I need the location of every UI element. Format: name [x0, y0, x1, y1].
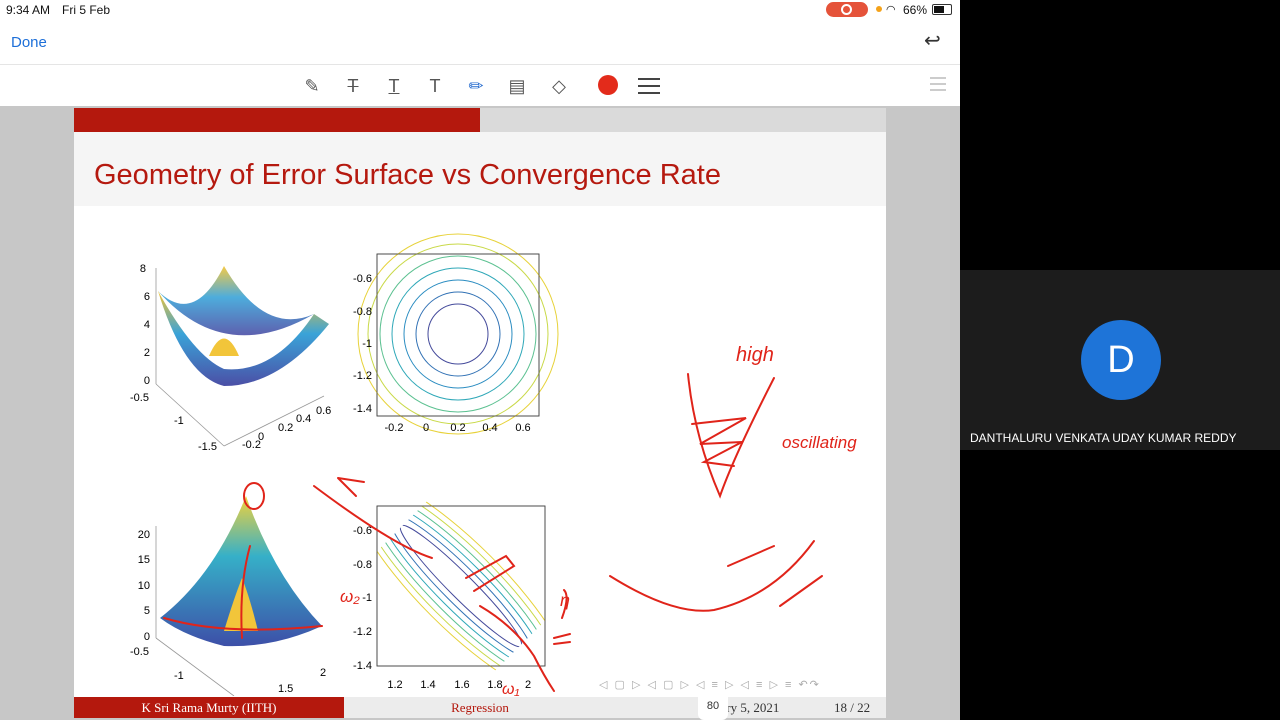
text-tool-icon[interactable]: T [429, 76, 441, 96]
pencil-tool-icon[interactable]: ✎ [304, 76, 320, 96]
slide-progress-track [74, 108, 886, 132]
plot2-contour-y-tick: -1 [362, 592, 372, 604]
done-button[interactable]: Done [11, 34, 47, 51]
plot1-x-tick: -1.5 [198, 441, 217, 453]
plot2-contour-y-tick: -0.8 [353, 559, 372, 571]
participant-avatar: D [1081, 320, 1161, 400]
plot2-contour-y-tick: -1.4 [353, 660, 372, 672]
plot2-contour-x-tick: 1.6 [454, 679, 469, 691]
participant-name: DANTHALURU VENKATA UDAY KUMAR REDDY [970, 431, 1237, 445]
plot1-contour-x-tick: 0.4 [482, 422, 497, 434]
slide: Geometry of Error Surface vs Convergence… [74, 108, 886, 718]
color-picker-button[interactable] [598, 75, 618, 95]
markup-toolbar: ✎ T T T ✏ ▤ ◇ [0, 64, 960, 107]
plot1-contour-y-tick: -0.8 [353, 306, 372, 318]
plot2-contour-x-tick: 1.4 [420, 679, 435, 691]
plot1-z-tick: 4 [144, 319, 150, 331]
plot2-contour-y-tick: -1.2 [353, 626, 372, 638]
annotation-eta: η [560, 590, 570, 610]
footer-date: uary 5, 2021 [714, 700, 780, 715]
slide-figures: 8 6 4 2 0 -0.5 -1 -1.5 -0.2 0 0.2 0.4 0.… [130, 233, 857, 696]
slide-progress-fill [74, 108, 480, 132]
plot1-y-tick: 0.2 [278, 422, 293, 434]
plot1-x-tick: -1 [174, 415, 184, 427]
text-strike-tool-icon[interactable]: T [347, 76, 359, 96]
plot2-contour-x-tick: 2 [525, 679, 531, 691]
wifi-icon: ◠ [886, 4, 896, 16]
footer-page: 18 / 22 [834, 700, 871, 715]
plot2-z-tick: 20 [138, 529, 150, 541]
status-bar: 9:34 AM Fri 5 Feb ◠ 66% [0, 0, 960, 20]
footer-topic: Regression [451, 700, 509, 715]
screen-recording-icon[interactable] [826, 2, 868, 17]
plot2-contour-x-tick: 1.8 [487, 679, 502, 691]
plot2-contour-y-tick: -0.6 [353, 525, 372, 537]
annotation-oscillating: oscillating [782, 433, 857, 452]
status-time: 9:34 AM [6, 3, 51, 17]
mic-indicator-icon [876, 6, 882, 12]
annotation-w2: ω₂ [340, 587, 360, 606]
annotation-high: high [736, 344, 774, 366]
battery-icon [932, 4, 952, 15]
plot2-y-tick: 2 [320, 667, 326, 679]
plot1-z-tick: 2 [144, 347, 150, 359]
plot1-contour-x-tick: 0.6 [515, 422, 530, 434]
plot1-3d-surface [155, 266, 329, 447]
slide-title: Geometry of Error Surface vs Convergence… [94, 159, 721, 191]
plot2-z-tick: 0 [144, 631, 150, 643]
pen-tool-icon[interactable]: ✏ [468, 76, 484, 96]
zoom-handle[interactable]: 80 [698, 692, 728, 720]
line-width-icon[interactable] [638, 78, 660, 94]
eraser-tool-icon[interactable]: ◇ [552, 76, 566, 96]
plot1-x-tick: -0.5 [130, 392, 149, 404]
plot2-z-tick: 15 [138, 554, 150, 566]
plot2-3d-surface [155, 496, 322, 696]
annotation-w1: ω₁ [502, 681, 520, 696]
participant-tile[interactable]: D DANTHALURU VENKATA UDAY KUMAR REDDY [960, 270, 1280, 450]
ipad-screen: 9:34 AM Fri 5 Feb ◠ 66% Done ↩ ✎ T T T ✏… [0, 0, 960, 720]
plot1-y-tick: 0.4 [296, 413, 311, 425]
plot1-y-tick: -0.2 [242, 439, 261, 451]
plot2-y-tick: 1.5 [278, 683, 293, 695]
status-date: Fri 5 Feb [62, 3, 111, 17]
plot1-contour-y-tick: -1.2 [353, 370, 372, 382]
plot1-contour-y-tick: -1 [362, 338, 372, 350]
plot2-contour-x-tick: 1.2 [387, 679, 402, 691]
undo-icon[interactable]: ↩ [924, 30, 941, 52]
plot2-x-tick: -1 [174, 670, 184, 682]
plot2-x-tick: -0.5 [130, 646, 149, 658]
plot1-z-tick: 8 [140, 263, 146, 275]
list-icon[interactable] [930, 77, 946, 91]
plot2-z-tick: 10 [138, 580, 150, 592]
handwritten-annotations [163, 373, 823, 692]
plot1-y-tick: 0.6 [316, 405, 331, 417]
plot1-contour-x-tick: 0 [423, 422, 429, 434]
battery-percent: 66% [903, 3, 928, 17]
plot1-contour-y-tick: -0.6 [353, 273, 372, 285]
comment-tool-icon[interactable]: ▤ [508, 76, 526, 96]
plot1-y-tick: 0 [258, 431, 264, 443]
plot1-z-tick: 0 [144, 375, 150, 387]
plot1-contour-x-tick: -0.2 [385, 422, 404, 434]
footer-author: K Sri Rama Murty (IITH) [74, 697, 344, 718]
plot1-contour-y-tick: -1.4 [353, 403, 372, 415]
slide-title-bar: Geometry of Error Surface vs Convergence… [74, 132, 886, 206]
plot1-contour [357, 233, 559, 435]
plot1-contour-x-tick: 0.2 [450, 422, 465, 434]
plot2-z-tick: 5 [144, 605, 150, 617]
plot2-contour [350, 475, 572, 696]
text-underline-tool-icon[interactable]: T [388, 76, 400, 96]
plot1-z-tick: 6 [144, 291, 150, 303]
nav-bar: Done ↩ [0, 20, 960, 64]
slide-footer: K Sri Rama Murty (IITH) Regression uary … [74, 697, 886, 718]
beamer-navigation-icons[interactable]: ◁ ▢ ▷ ◁ ▢ ▷ ◁ ≡ ▷ ◁ ≡ ▷ ≡ ↶↷ [599, 679, 821, 691]
